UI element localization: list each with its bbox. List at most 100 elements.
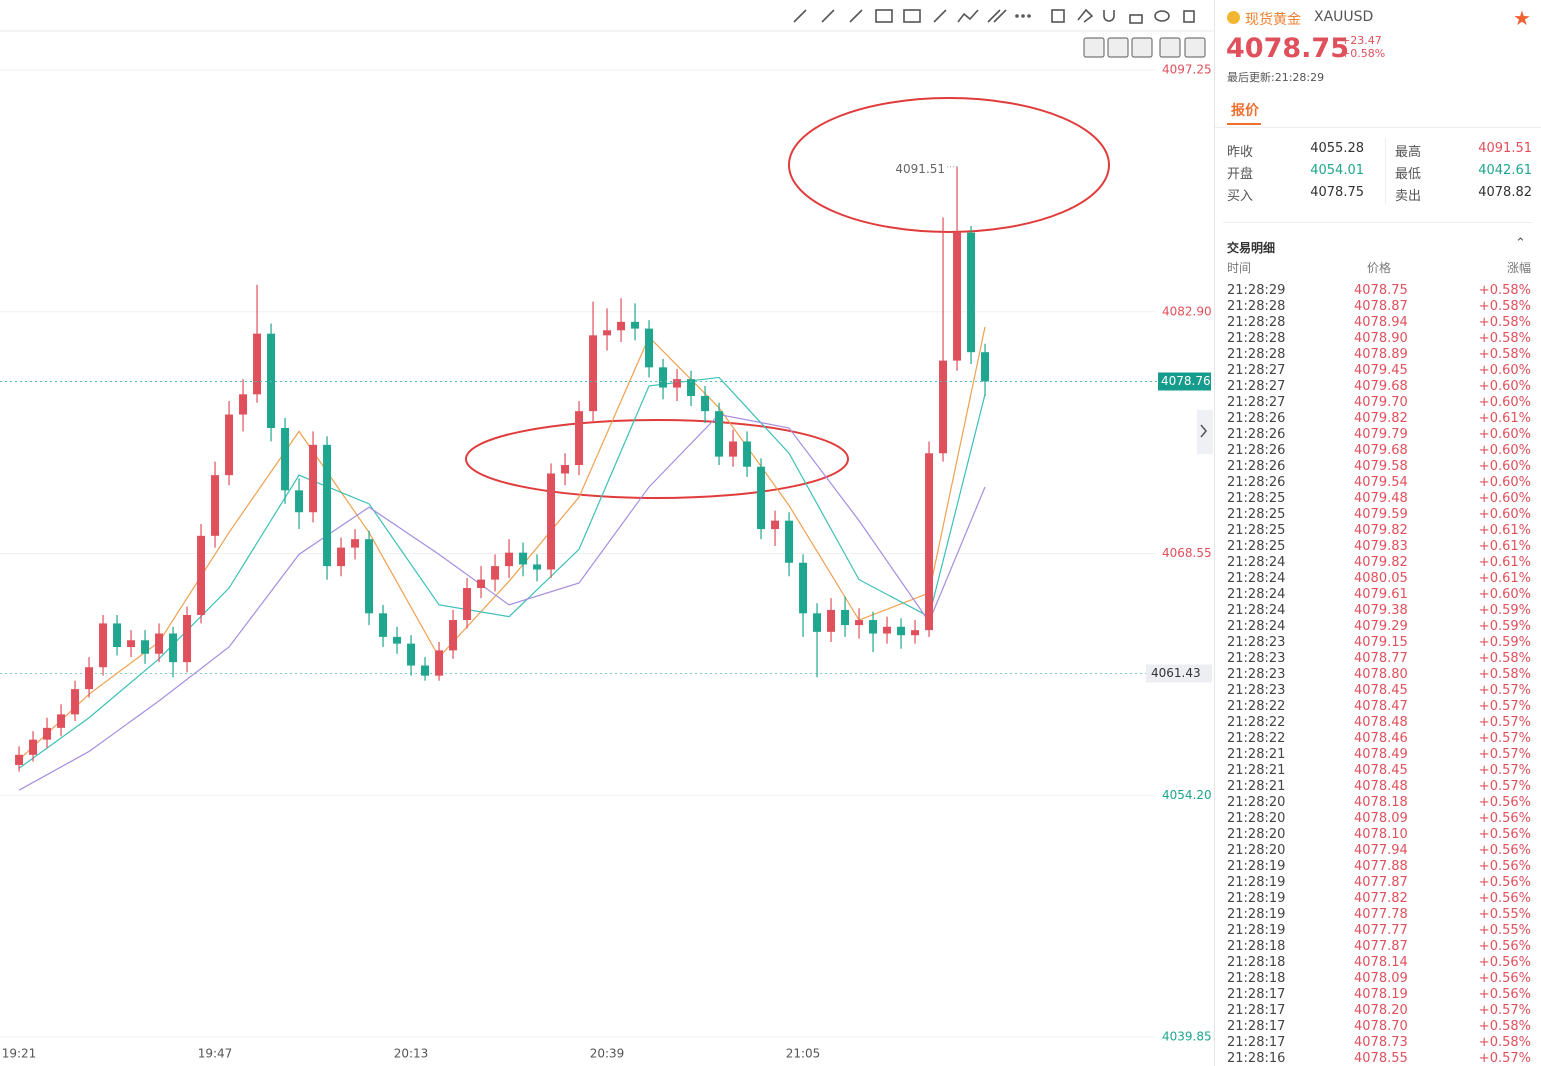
trade-change: +0.58% [1478,1035,1531,1050]
candle-body [547,473,556,570]
y-tick-label: 4097.25 [1162,63,1212,77]
trade-row: 21:28:26 4079.58 +0.60% [1227,459,1531,475]
trade-time: 21:28:19 [1227,923,1286,938]
trade-change: +0.59% [1478,603,1531,618]
candle-body [519,552,528,565]
collapse-icon[interactable]: ⌃ [1515,236,1526,251]
quote-value: 4042.61 [1478,163,1532,178]
trade-change: +0.60% [1478,459,1531,474]
candle-body [323,444,332,567]
trade-price: 4079.38 [1354,603,1408,618]
drawing-toolbar[interactable] [793,8,1195,24]
candle-body [785,520,794,563]
candle-body [169,633,178,663]
candle-body [15,754,24,765]
trade-time: 21:28:25 [1227,491,1286,506]
trade-row: 21:28:18 4077.87 +0.56% [1227,939,1531,955]
trade-price: 4078.45 [1354,683,1408,698]
trade-row: 21:28:23 4078.80 +0.58% [1227,667,1531,683]
quote-label: 开盘 [1227,167,1254,182]
trade-price: 4078.87 [1354,299,1408,314]
moving-average-line [18,376,986,769]
trade-price: 4078.09 [1354,971,1408,986]
last-updated: 最后更新:21:28:29 [1227,71,1325,84]
trade-price: 4078.70 [1354,1019,1408,1034]
trade-price: 4079.29 [1354,619,1408,634]
trade-price: 4078.73 [1354,1035,1408,1050]
trade-price: 4079.82 [1354,523,1408,538]
trade-change: +0.56% [1478,795,1531,810]
candle-body [183,614,192,663]
candle-body [645,328,654,368]
candle-body [43,727,52,740]
trade-price: 4077.82 [1354,891,1408,906]
trade-row: 21:28:23 4079.15 +0.59% [1227,635,1531,651]
candle-body [337,547,346,567]
trade-change: +0.60% [1478,507,1531,522]
trade-change: +0.61% [1478,523,1531,538]
header-cell: 涨幅 [1506,261,1531,275]
trade-time: 21:28:29 [1227,283,1286,298]
candle-body [281,427,290,491]
quote-label: 昨收 [1227,145,1254,160]
candle-body [841,609,850,626]
trade-change: +0.56% [1478,843,1531,858]
current-price-box [1158,372,1211,391]
trade-row: 21:28:24 4079.82 +0.61% [1227,555,1531,571]
trade-time: 21:28:27 [1227,379,1286,394]
x-tick-label: 19:47 [198,1047,233,1061]
trade-row: 21:28:28 4078.94 +0.58% [1227,315,1531,331]
trade-row: 21:28:22 4078.46 +0.57% [1227,731,1531,747]
trade-time: 21:28:18 [1227,939,1286,954]
candle-body [911,630,920,636]
candle-body [351,539,360,548]
trade-change: +0.57% [1478,715,1531,730]
candle-body [435,650,444,676]
trade-time: 21:28:28 [1227,299,1286,314]
instrument-symbol: XAUUSD [1314,9,1374,25]
trade-price: 4079.68 [1354,379,1408,394]
trade-price: 4079.54 [1354,475,1408,490]
trade-row: 21:28:21 4078.49 +0.57% [1227,747,1531,763]
candle-body [687,379,696,396]
trade-price: 4079.83 [1354,539,1408,554]
chart-controls[interactable] [1083,37,1206,58]
trade-change: +0.58% [1478,347,1531,362]
instrument-name[interactable]: 现货黄金 [1245,12,1301,28]
trade-price: 4078.90 [1354,331,1408,346]
trade-time: 21:28:18 [1227,971,1286,986]
trade-row: 21:28:20 4077.94 +0.56% [1227,843,1531,859]
candle-body [575,411,584,466]
trade-price: 4079.59 [1354,507,1408,522]
trade-change: +0.58% [1478,299,1531,314]
favorite-star[interactable]: ★ [1513,6,1531,30]
candle-body [757,466,766,530]
highlight-ellipse [788,97,1110,233]
divider [1215,127,1541,128]
trade-time: 21:28:21 [1227,747,1286,762]
trade-price: 4078.89 [1354,347,1408,362]
trade-row: 21:28:25 4079.48 +0.60% [1227,491,1531,507]
trade-price: 4079.79 [1354,427,1408,442]
trade-time: 21:28:26 [1227,427,1286,442]
candle-body [85,667,94,690]
trade-time: 21:28:20 [1227,795,1286,810]
y-tick-label: 4039.85 [1162,1030,1212,1044]
trade-price: 4078.77 [1354,651,1408,666]
trade-time: 21:28:24 [1227,603,1286,618]
header-cell: 时间 [1227,261,1252,275]
y-tick-label: 4068.55 [1162,546,1212,560]
candle-body [897,626,906,636]
trade-time: 21:28:17 [1227,987,1286,1002]
candle-body [813,613,822,632]
trade-change: +0.56% [1478,811,1531,826]
candle-body [925,453,934,631]
candle-body [617,321,626,331]
trade-row: 21:28:24 4079.38 +0.59% [1227,603,1531,619]
divider [1385,138,1386,204]
trade-time: 21:28:23 [1227,635,1286,650]
trade-row: 21:28:24 4080.05 +0.61% [1227,571,1531,587]
trade-row: 21:28:19 4077.88 +0.56% [1227,859,1531,875]
tab-quote[interactable]: 报价 [1231,103,1259,119]
trades-title: 交易明细 [1227,241,1276,255]
